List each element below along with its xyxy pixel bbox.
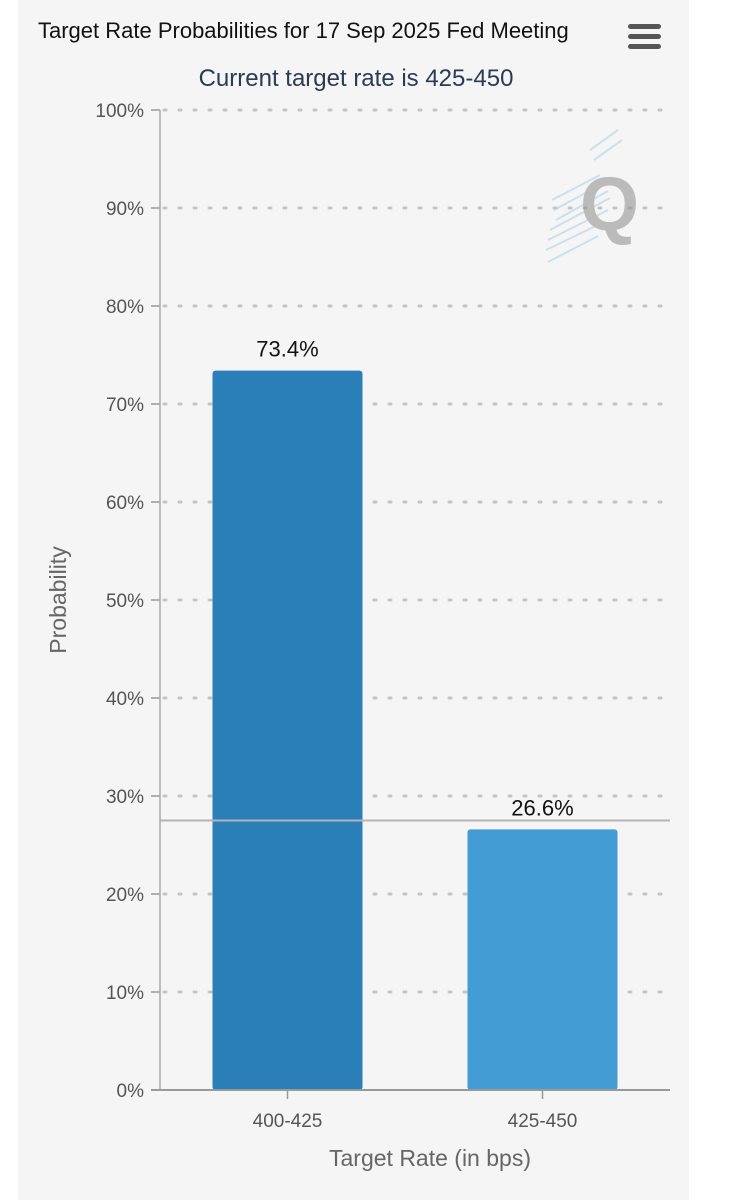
x-axis-title: Target Rate (in bps)	[329, 1145, 531, 1171]
data-label-400-425: 73.4%	[256, 337, 318, 362]
y-tick-label: 30%	[106, 787, 144, 808]
bar-425-450[interactable]	[467, 829, 618, 1090]
x-tick-label: 400-425	[253, 1111, 323, 1132]
x-tick-label: 425-450	[508, 1111, 578, 1132]
q-logo-watermark: Q	[545, 129, 639, 263]
y-tick-label: 0%	[117, 1081, 145, 1102]
y-tick-label: 20%	[106, 885, 144, 906]
chart-title: Target Rate Probabilities for 17 Sep 202…	[38, 18, 569, 43]
y-axis-title: Probability	[45, 546, 71, 654]
y-tick-label: 70%	[106, 395, 144, 416]
hamburger-menu-icon[interactable]	[624, 22, 662, 52]
data-labels: 73.4% 26.6%	[256, 337, 573, 821]
y-tick-label: 90%	[106, 199, 144, 220]
axes: 0% 10% 20% 30% 40% 50% 60% 70% 80% 90% 100% 400-425…	[95, 101, 670, 1132]
data-label-425-450: 26.6%	[511, 795, 573, 820]
y-tick-label: 60%	[106, 493, 144, 514]
bar-chart: Q 0% 10% 20% 30% 40% 50% 60% 70% 80% 90% 100% 400-4…	[45, 101, 672, 1171]
bars	[212, 370, 618, 1090]
bar-400-425[interactable]	[212, 370, 363, 1090]
chart-subtitle: Current target rate is 425-450	[198, 65, 514, 92]
y-tick-label: 10%	[106, 983, 144, 1004]
y-tick-label: 80%	[106, 297, 144, 318]
chart-card: Target Rate Probabilities for 17 Sep 202…	[18, 0, 689, 1200]
y-tick-label: 40%	[106, 689, 144, 710]
svg-text:Q: Q	[580, 162, 639, 247]
y-tick-label: 50%	[106, 591, 144, 612]
y-tick-label: 100%	[95, 101, 144, 122]
